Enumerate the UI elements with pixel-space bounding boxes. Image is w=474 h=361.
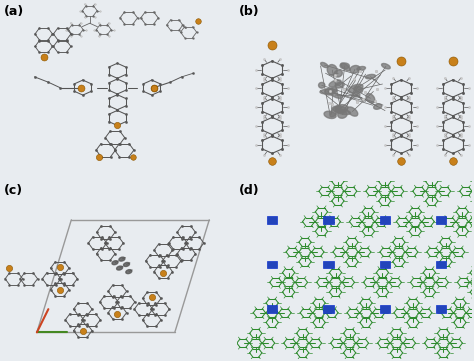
Ellipse shape <box>347 107 358 116</box>
Text: (c): (c) <box>4 184 23 197</box>
Ellipse shape <box>320 89 336 94</box>
FancyBboxPatch shape <box>323 261 334 269</box>
Ellipse shape <box>348 84 363 93</box>
Text: (a): (a) <box>4 5 24 18</box>
FancyBboxPatch shape <box>267 305 277 313</box>
Ellipse shape <box>354 86 363 93</box>
Ellipse shape <box>327 65 337 76</box>
Text: (d): (d) <box>238 184 259 197</box>
Ellipse shape <box>325 88 334 95</box>
Ellipse shape <box>334 70 342 77</box>
Ellipse shape <box>365 74 375 79</box>
FancyBboxPatch shape <box>380 305 390 313</box>
Ellipse shape <box>336 105 348 111</box>
FancyBboxPatch shape <box>436 216 447 224</box>
Ellipse shape <box>357 66 365 70</box>
Ellipse shape <box>336 109 351 114</box>
Ellipse shape <box>112 261 118 265</box>
Ellipse shape <box>332 106 346 113</box>
FancyBboxPatch shape <box>323 216 334 224</box>
Ellipse shape <box>341 63 350 71</box>
FancyBboxPatch shape <box>380 216 390 224</box>
Ellipse shape <box>328 92 342 99</box>
Ellipse shape <box>338 111 347 118</box>
Ellipse shape <box>330 106 339 117</box>
Ellipse shape <box>374 104 382 109</box>
FancyBboxPatch shape <box>323 305 334 313</box>
FancyBboxPatch shape <box>267 216 277 224</box>
Ellipse shape <box>124 262 129 266</box>
Ellipse shape <box>352 93 360 97</box>
Ellipse shape <box>329 80 341 87</box>
Ellipse shape <box>329 87 337 93</box>
Ellipse shape <box>321 62 328 68</box>
Ellipse shape <box>382 64 390 69</box>
Ellipse shape <box>319 82 325 88</box>
Ellipse shape <box>117 266 123 270</box>
Ellipse shape <box>324 111 336 118</box>
Ellipse shape <box>350 65 360 73</box>
FancyBboxPatch shape <box>380 261 390 269</box>
Ellipse shape <box>335 82 344 88</box>
FancyBboxPatch shape <box>436 305 447 313</box>
Ellipse shape <box>126 270 132 274</box>
FancyBboxPatch shape <box>267 261 277 269</box>
Ellipse shape <box>119 257 125 261</box>
FancyBboxPatch shape <box>436 261 447 269</box>
Ellipse shape <box>340 63 349 69</box>
Text: (b): (b) <box>238 5 259 18</box>
Ellipse shape <box>366 93 375 103</box>
